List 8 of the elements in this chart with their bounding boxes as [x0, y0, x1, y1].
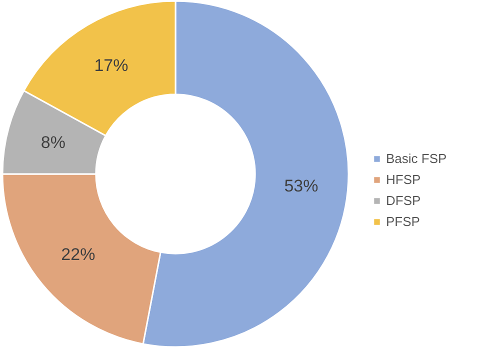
legend-label: DFSP	[386, 193, 421, 208]
data-label: 53%	[284, 176, 318, 196]
data-label: 22%	[61, 245, 96, 264]
legend-label: PFSP	[386, 214, 420, 229]
data-label: 17%	[94, 56, 128, 75]
data-label: 8%	[40, 133, 66, 152]
legend-label: Basic FSP	[386, 151, 447, 166]
legend-label: HFSP	[386, 172, 421, 187]
